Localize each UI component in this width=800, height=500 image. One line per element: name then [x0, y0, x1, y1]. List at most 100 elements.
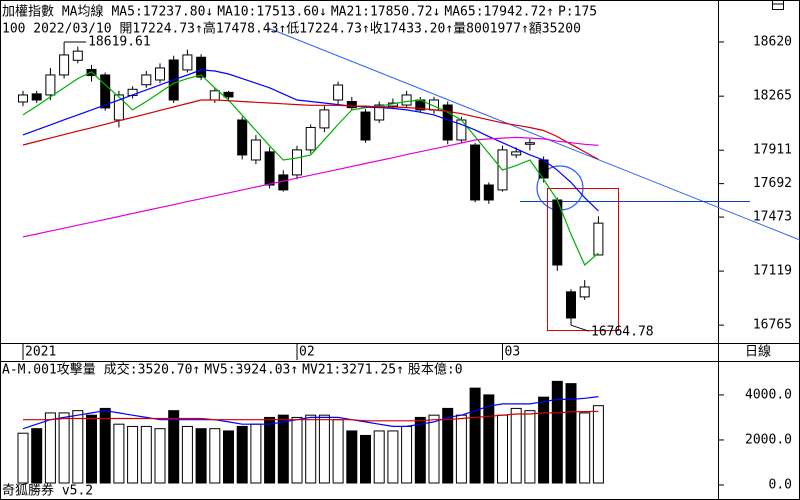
- legend-entry: MV21:3271.25↑: [302, 363, 404, 378]
- candle-body: [442, 104, 453, 141]
- candle-body: [566, 291, 576, 319]
- ma-line: [22, 99, 599, 160]
- volume-bar: [86, 414, 97, 484]
- candle-body: [182, 54, 193, 71]
- volume-bar: [428, 414, 440, 484]
- candle-body: [250, 139, 261, 161]
- volume-bar: [497, 414, 508, 484]
- y-tick-label: 17119: [753, 264, 792, 279]
- volume-bar: [510, 407, 522, 484]
- y-tick-label: 0.0: [769, 478, 792, 493]
- legend-entry: MA65:17942.72↑: [444, 5, 554, 20]
- volume-bar: [592, 405, 604, 484]
- trend-line: [267, 27, 800, 241]
- volume-bar: [72, 410, 84, 484]
- legend-note: P:175: [558, 5, 597, 20]
- volume-bar: [483, 394, 495, 484]
- volume-bar: [58, 412, 70, 484]
- legend-entry: MA21:17850.72↓: [331, 5, 441, 20]
- period-label: 日線: [745, 344, 771, 360]
- volume-bar: [168, 410, 180, 484]
- candle-body: [237, 119, 248, 156]
- volume-bar: [113, 423, 125, 484]
- volume-bar: [264, 416, 276, 484]
- candle-body: [319, 109, 330, 129]
- candle-body: [552, 199, 563, 266]
- candle-body: [292, 149, 302, 176]
- x-tick-label: 02: [299, 345, 315, 360]
- volume-bar: [305, 414, 317, 484]
- volume-bar: [17, 432, 29, 484]
- high-label: 18619.61: [88, 35, 151, 50]
- y-tick-label: 17911: [753, 143, 792, 158]
- y-tick-label: 18265: [753, 89, 792, 104]
- x-tick-label: 2021: [25, 345, 56, 360]
- candle-body: [524, 142, 535, 145]
- ma-line: [22, 136, 599, 238]
- volume-average-line: [23, 410, 599, 422]
- volume-bar: [99, 407, 111, 484]
- volume-average-line: [22, 396, 599, 430]
- candle-body: [45, 74, 56, 96]
- candle-body: [511, 151, 522, 156]
- annotation-leader: [570, 324, 590, 332]
- volume-bar: [44, 412, 56, 484]
- chart-title: 加權指數 MA均線: [2, 4, 103, 20]
- candle-body: [333, 84, 344, 101]
- y-tick-label: 17473: [753, 210, 792, 225]
- legend-entry: MA10:17513.60↓: [217, 5, 327, 20]
- volume-bar: [360, 434, 371, 484]
- candle-body: [579, 286, 590, 298]
- volume-bar: [551, 380, 563, 484]
- candle-body: [141, 74, 152, 86]
- volume-bar: [31, 428, 43, 484]
- y-tick-label: 16765: [753, 318, 792, 333]
- volume-bar: [579, 412, 591, 484]
- candle-body: [155, 67, 165, 81]
- volume-bar: [195, 428, 207, 484]
- y-tick-label: 17692: [753, 176, 792, 191]
- candle-body: [346, 101, 357, 109]
- volume-bar: [387, 430, 399, 484]
- volume-bar: [154, 428, 166, 484]
- legend-entry: 成交:3520.70↑: [104, 362, 200, 378]
- candle-body: [264, 151, 275, 186]
- candle-body: [223, 91, 234, 98]
- volume-bar: [565, 383, 577, 484]
- ma-line: [22, 71, 599, 266]
- highlight-box: [547, 188, 619, 331]
- candle-body: [401, 94, 412, 106]
- candle-body: [18, 94, 28, 103]
- y-tick-label: 18620: [753, 34, 792, 49]
- candle-body: [593, 222, 604, 256]
- volume-bar: [524, 410, 536, 484]
- volume-bar: [332, 419, 344, 484]
- legend-note: 股本億:0: [408, 362, 463, 378]
- volume-bar: [318, 414, 330, 484]
- ma-line: [22, 69, 599, 212]
- candle-body: [470, 144, 481, 201]
- footer: 奇狐勝券 v5.2: [2, 483, 93, 499]
- volume-bar: [538, 396, 550, 484]
- candle-body: [100, 74, 111, 109]
- candle-body: [59, 54, 70, 76]
- volume-bar: [469, 387, 481, 484]
- legend-entry: MV5:3924.03↑: [204, 363, 298, 378]
- candle-body: [374, 104, 385, 121]
- info-line: 100 2022/03/10 開17224.73↑高17478.43↑低1722…: [2, 21, 581, 37]
- volume-bar: [223, 430, 234, 484]
- low-label: 16764.78: [591, 325, 654, 340]
- candle-body: [483, 184, 494, 201]
- volume-bar: [127, 425, 139, 484]
- volume-bar: [277, 414, 289, 484]
- volume-bar: [455, 414, 467, 484]
- volume-bar: [236, 425, 248, 484]
- volume-bar: [346, 430, 358, 484]
- volume-bar: [181, 425, 193, 484]
- volume-bar: [140, 425, 152, 484]
- legend-entry: MA5:17237.80↓: [111, 5, 213, 20]
- y-tick-label: 4000.0: [745, 387, 792, 402]
- volume-bar: [373, 430, 385, 484]
- candle-body: [72, 50, 83, 61]
